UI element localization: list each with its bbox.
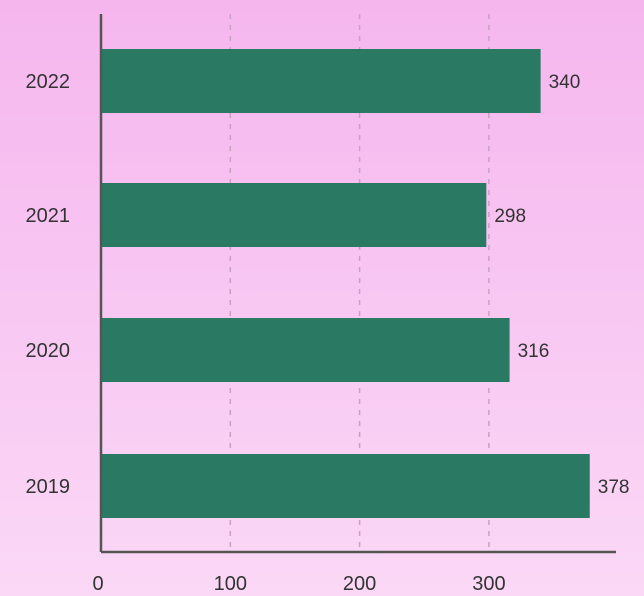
x-tick-label-200: 200 xyxy=(343,573,376,595)
category-label-2021: 2021 xyxy=(26,205,71,227)
labels: 340 2022 298 2021 316 2020 378 2019 0 100 200 300 xyxy=(26,71,630,595)
data-label-2022: 340 xyxy=(549,72,581,93)
axes xyxy=(99,14,616,554)
bar-2022 xyxy=(101,49,541,113)
bar-2021 xyxy=(101,183,487,247)
bar-2020 xyxy=(101,318,510,382)
category-label-2019: 2019 xyxy=(26,476,71,498)
bars xyxy=(101,49,590,518)
data-label-2021: 298 xyxy=(494,206,526,227)
x-tick-label-300: 300 xyxy=(472,573,505,595)
data-label-2020: 316 xyxy=(518,341,550,362)
bar-2019 xyxy=(101,454,590,518)
x-tick-label-100: 100 xyxy=(214,573,247,595)
category-label-2022: 2022 xyxy=(26,71,71,93)
data-label-2019: 378 xyxy=(598,477,630,498)
category-label-2020: 2020 xyxy=(26,340,71,362)
x-tick-label-0: 0 xyxy=(92,573,103,595)
